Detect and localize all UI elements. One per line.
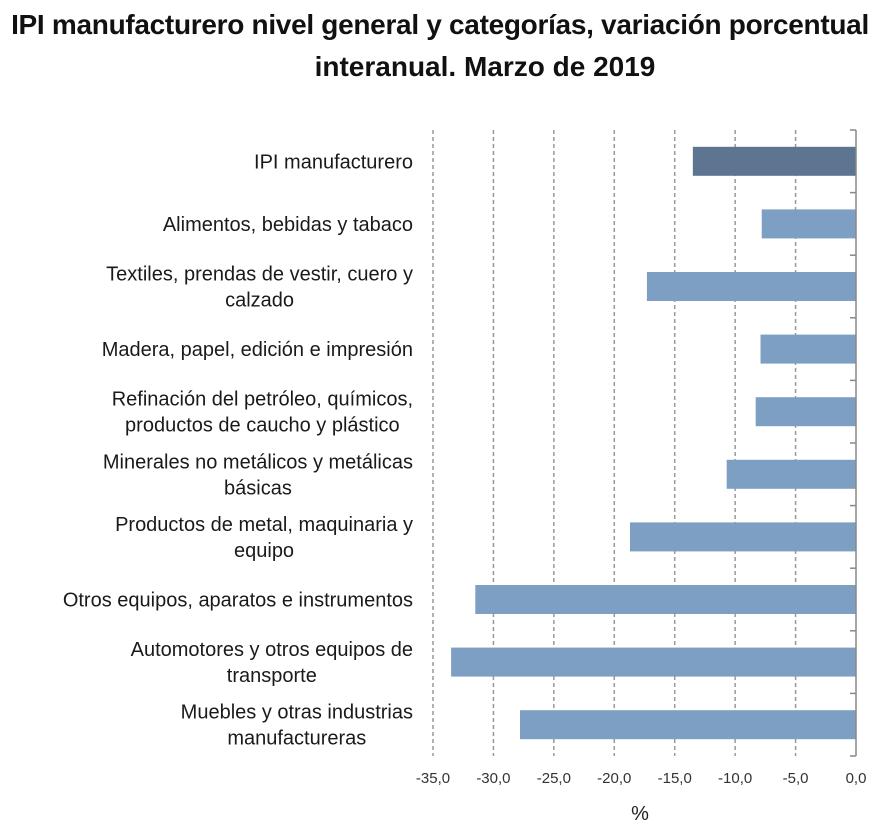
x-tick-label: -5,0 <box>783 770 809 787</box>
x-tick-label: -20,0 <box>597 770 631 787</box>
category-label-line: básicas <box>224 477 292 499</box>
category-label: Muebles y otras industrias manufactureras <box>181 702 413 750</box>
category-label: Automotores y otros equipos de transporte <box>131 639 413 687</box>
category-label-line: Otros equipos, aparatos e instrumentos <box>63 590 413 612</box>
bar <box>760 334 856 364</box>
category-label-line: calzado <box>225 290 294 312</box>
category-label-line: Automotores y otros equipos de <box>131 639 413 661</box>
category-label-line: Alimentos, bebidas y tabaco <box>163 214 413 236</box>
bar <box>755 397 856 427</box>
bar <box>520 710 856 740</box>
category-label-line: Madera, papel, edición e impresión <box>102 339 413 361</box>
category-label: Productos de metal, maquinaria y equipo <box>115 514 413 562</box>
category-label-line: productos de caucho y plástico <box>125 415 400 437</box>
bar <box>761 209 856 239</box>
category-label-line: equipo <box>234 540 294 562</box>
category-label: Otros equipos, aparatos e instrumentos <box>63 590 413 612</box>
category-label-line: transporte <box>227 665 317 687</box>
x-tick-label: -10,0 <box>718 770 752 787</box>
category-label: Alimentos, bebidas y tabaco <box>163 214 413 236</box>
bar <box>451 647 856 677</box>
category-label-line: Minerales no metálicos y metálicas <box>103 451 413 473</box>
x-tick-label: -30,0 <box>476 770 510 787</box>
bar <box>726 459 856 489</box>
category-label: Madera, papel, edición e impresión <box>102 339 413 361</box>
category-label-line: IPI manufacturero <box>254 151 413 173</box>
category-label-line: manufactureras <box>227 728 366 750</box>
category-label: Minerales no metálicos y metálicas básica… <box>103 451 413 499</box>
chart-title-line-2: interanual. Marzo de 2019 <box>314 51 656 82</box>
bar <box>646 272 856 301</box>
bar <box>475 585 856 614</box>
bar <box>692 146 856 176</box>
x-axis-label: % <box>631 803 649 825</box>
category-label: Refinación del petróleo, químicos, produc… <box>112 389 413 437</box>
x-tick-label: -15,0 <box>658 770 692 787</box>
category-label-line: Productos de metal, maquinaria y <box>115 514 413 536</box>
category-label: IPI manufacturero <box>254 151 413 173</box>
x-tick-label: -35,0 <box>416 770 450 787</box>
bar <box>629 522 856 552</box>
category-label-line: Refinación del petróleo, químicos, <box>112 389 413 411</box>
category-label: Textiles, prendas de vestir, cuero y calz… <box>106 264 413 312</box>
category-label-line: Muebles y otras industrias <box>181 702 413 724</box>
chart-title-line-1: IPI manufacturero nivel general y catego… <box>11 9 869 40</box>
x-tick-label: 0,0 <box>846 770 867 787</box>
chart-title: IPI manufacturero nivel general y catego… <box>0 4 880 88</box>
category-label-line: Textiles, prendas de vestir, cuero y <box>106 264 413 286</box>
x-tick-label: -25,0 <box>537 770 571 787</box>
